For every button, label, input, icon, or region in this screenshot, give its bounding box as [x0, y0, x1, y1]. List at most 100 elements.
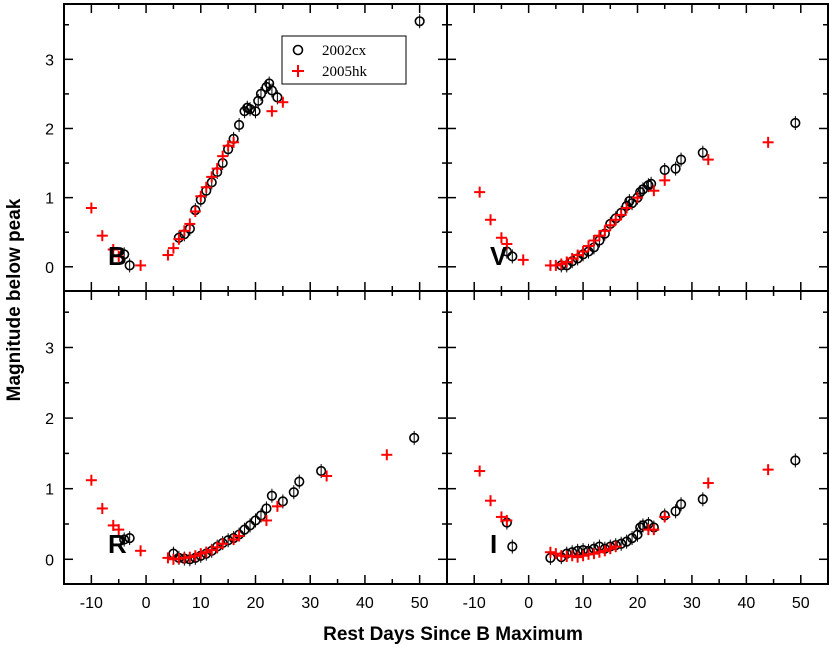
point-2002cx-i [507, 541, 518, 552]
point-2005hk-r [217, 538, 229, 550]
y-axis-title: Magnitude below peak [4, 198, 25, 401]
point-2005hk-i [474, 465, 486, 477]
point-2005hk-r [135, 545, 147, 557]
point-2005hk-r [271, 500, 283, 512]
y-tick-label: 1 [45, 191, 54, 208]
point-2005hk-v [517, 254, 529, 266]
point-2002cx-b [119, 249, 130, 260]
point-2005hk-b [167, 242, 179, 254]
x-tick-label: 20 [247, 595, 265, 612]
x-tick-label: -10 [463, 595, 486, 612]
axis-ticks [63, 4, 829, 584]
point-2005hk-v [593, 230, 605, 242]
point-2005hk-b [113, 250, 125, 262]
point-2005hk-i [501, 514, 513, 526]
point-2005hk-b [211, 163, 223, 175]
point-2002cx-b [255, 88, 267, 100]
point-2005hk-v [659, 174, 671, 186]
point-2005hk-r [321, 470, 333, 482]
band-label-i: I [490, 529, 497, 559]
point-2002cx-r [294, 476, 305, 487]
point-2005hk-b [96, 230, 108, 242]
point-2002cx-i [670, 506, 681, 517]
point-2005hk-i [588, 548, 600, 560]
point-2002cx-v [670, 163, 681, 174]
point-2005hk-b [228, 136, 240, 148]
point-2005hk-r [189, 550, 201, 562]
y-tick-label: 2 [45, 121, 54, 138]
point-2005hk-v [610, 214, 622, 226]
point-2005hk-i [485, 495, 497, 507]
point-2002cx-i [697, 494, 708, 505]
x-tick-label: 30 [683, 595, 701, 612]
point-2005hk-i [610, 541, 622, 553]
point-2005hk-r [85, 474, 97, 486]
x-tick-label: -10 [80, 595, 103, 612]
x-tick-label: 20 [629, 595, 647, 612]
point-2005hk-b [184, 218, 196, 230]
point-2002cx-r [288, 487, 299, 498]
x-tick-label: 50 [411, 595, 429, 612]
point-2005hk-i [604, 543, 616, 555]
point-2005hk-b [200, 181, 212, 193]
point-2005hk-v [599, 225, 611, 237]
point-2005hk-b [107, 244, 119, 256]
y-tick-label: 2 [45, 411, 54, 428]
point-2005hk-v [474, 186, 486, 198]
point-2002cx-v [635, 187, 646, 198]
point-2002cx-r [266, 490, 278, 501]
point-2005hk-b [217, 150, 229, 162]
point-2002cx-r [119, 534, 130, 545]
x-tick-label: 0 [524, 595, 533, 612]
band-label-b: B [108, 241, 127, 271]
panel-frames [63, 3, 829, 585]
point-2002cx-r [409, 432, 420, 443]
point-2005hk-i [544, 546, 556, 558]
y-tick-label: 1 [45, 482, 54, 499]
y-tick-label: 0 [45, 260, 54, 277]
point-2002cx-r [261, 503, 272, 514]
point-2005hk-b [189, 205, 201, 217]
legend-marker-2005hk [292, 65, 304, 77]
point-2005hk-r [162, 552, 174, 564]
point-2005hk-v [588, 235, 600, 247]
point-2005hk-v [485, 214, 497, 226]
point-2002cx-v [697, 147, 708, 158]
point-2005hk-v [577, 246, 589, 258]
x-tick-label: 50 [792, 595, 810, 612]
y-tick-labels: 0 1 2 3 0 1 2 3 [45, 52, 54, 569]
point-2005hk-v [762, 136, 774, 148]
legend: 2002cx 2005hk [281, 35, 407, 85]
point-2002cx-v [790, 117, 801, 129]
point-2005hk-r [113, 524, 125, 536]
point-2005hk-r [260, 514, 272, 526]
point-2005hk-b [85, 202, 97, 214]
point-2005hk-b [277, 96, 289, 108]
point-2002cx-v [646, 178, 657, 189]
band-label-r: R [108, 529, 127, 559]
y-tick-label: 3 [45, 52, 54, 69]
point-2005hk-i [599, 545, 611, 557]
point-2002cx-v [624, 195, 635, 207]
point-2005hk-i [550, 548, 562, 560]
legend-label-2002cx: 2002cx [322, 43, 367, 59]
x-tick-label: 40 [737, 595, 755, 612]
point-2005hk-v [621, 202, 633, 214]
x-tick-label: 0 [142, 595, 151, 612]
point-2005hk-r [96, 502, 108, 514]
point-2005hk-v [702, 154, 714, 166]
point-2002cx-b [250, 106, 261, 117]
point-2005hk-r [233, 530, 245, 542]
point-2005hk-b [266, 105, 278, 117]
band-label-v: V [490, 241, 508, 271]
legend-box [281, 35, 407, 85]
point-2005hk-i [762, 464, 774, 476]
x-tick-label: 40 [356, 595, 374, 612]
point-2005hk-i [648, 524, 660, 536]
point-2002cx-v [675, 154, 687, 165]
point-2005hk-i [577, 550, 589, 562]
point-2005hk-v [495, 232, 507, 244]
point-2002cx-b [124, 260, 135, 271]
legend-marker-2002cx [292, 44, 304, 56]
